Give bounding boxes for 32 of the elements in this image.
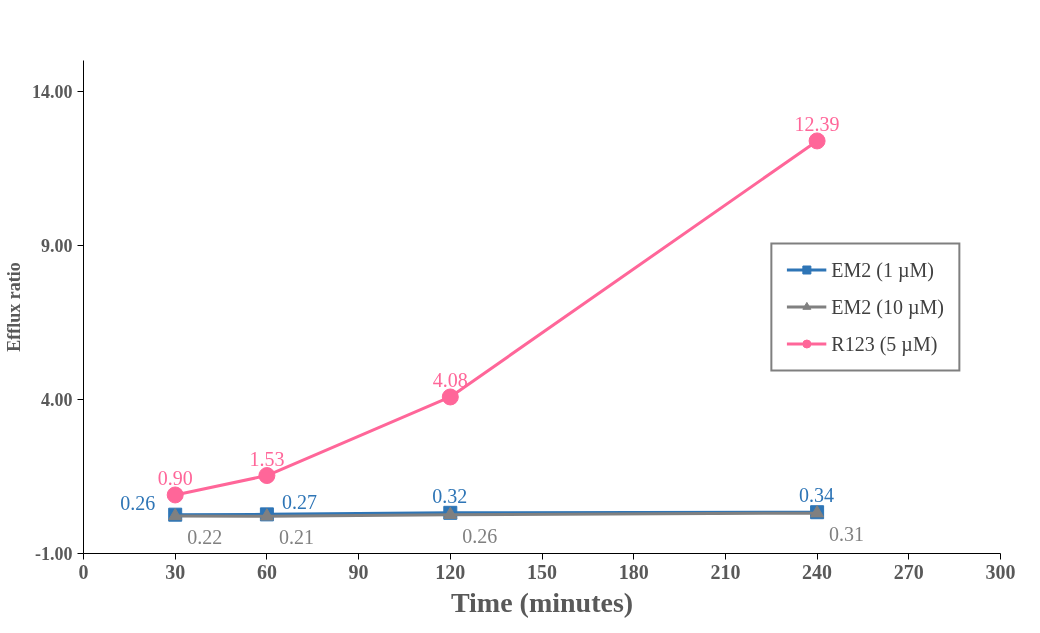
legend-label: R123 (5 µM) xyxy=(831,332,938,355)
x-tick-label: 120 xyxy=(435,560,466,583)
y-tick-label: -1.00 xyxy=(35,544,73,564)
x-tick-label: 30 xyxy=(165,560,186,583)
data-label: 0.26 xyxy=(120,491,156,514)
x-axis-title: Time (minutes) xyxy=(450,586,634,618)
data-label: 0.21 xyxy=(278,526,314,549)
data-label: 0.34 xyxy=(799,484,835,507)
x-tick-label: 210 xyxy=(710,560,741,583)
legend-label: EM2 (10 µM) xyxy=(831,295,944,318)
data-label: 12.39 xyxy=(794,112,840,135)
x-tick-label: 300 xyxy=(985,560,1016,583)
x-tick-label: 240 xyxy=(802,560,833,583)
y-tick-label: 4.00 xyxy=(41,389,73,410)
x-tick-label: 150 xyxy=(527,560,557,583)
x-tick-label: 270 xyxy=(893,560,924,583)
y-axis-title: Efflux ratio xyxy=(4,262,24,352)
data-label: 1.53 xyxy=(249,447,285,470)
data-label: 0.31 xyxy=(829,523,865,546)
data-label: 0.27 xyxy=(281,491,317,514)
data-label: 0.26 xyxy=(462,524,498,547)
y-tick-label: 14.00 xyxy=(32,81,73,102)
data-label: 4.08 xyxy=(432,368,468,391)
data-label: 0.90 xyxy=(157,466,193,489)
x-tick-label: 90 xyxy=(348,560,369,583)
x-tick-label: 0 xyxy=(78,560,89,583)
x-tick-label: 60 xyxy=(256,560,277,583)
legend-label: EM2 (1 µM) xyxy=(831,258,934,281)
y-tick-label: 9.00 xyxy=(41,235,73,256)
data-label: 0.32 xyxy=(432,484,468,507)
data-label: 0.22 xyxy=(187,525,223,548)
x-tick-label: 180 xyxy=(618,560,649,583)
